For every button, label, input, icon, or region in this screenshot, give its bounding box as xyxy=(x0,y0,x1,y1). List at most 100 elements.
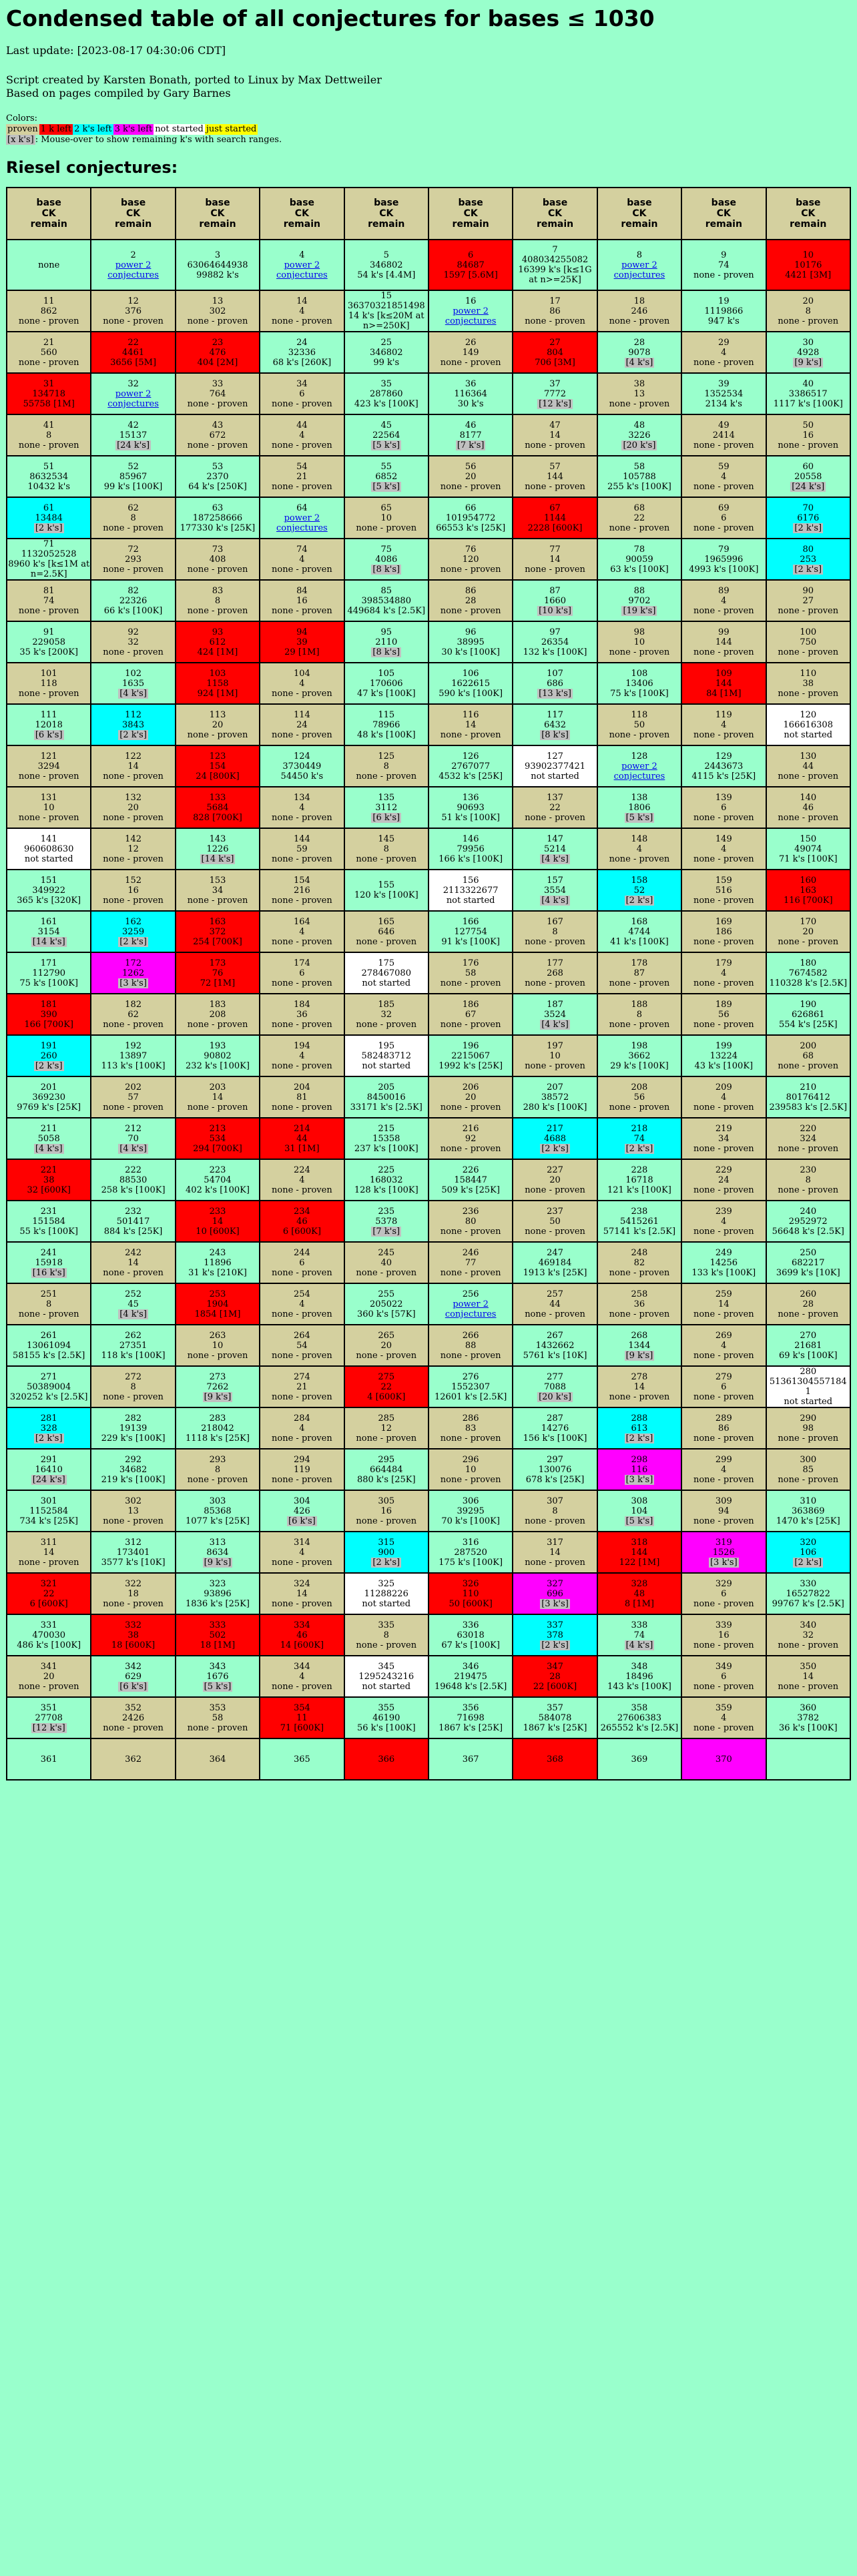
conjectures-link[interactable]: conjectures xyxy=(445,1309,497,1319)
base-cell[interactable]: 235 5378 [7 k's] xyxy=(343,1200,429,1243)
remaining-ks-tag[interactable]: [2 k's] xyxy=(118,936,148,947)
base-cell[interactable]: 75 4086 [8 k's] xyxy=(343,538,429,581)
conjectures-link[interactable]: conjectures xyxy=(613,771,665,781)
power2-link[interactable]: power 2 xyxy=(284,513,320,523)
base-cell[interactable]: 162 3259 [2 k's] xyxy=(90,910,176,953)
base-cell[interactable]: 42 15137 [24 k's] xyxy=(90,414,176,456)
base-cell[interactable]: 4 power 2 conjectures xyxy=(259,239,345,291)
remaining-ks-tag[interactable]: [10 k's] xyxy=(537,605,573,616)
base-cell[interactable]: 277 7088 [20 k's] xyxy=(512,1365,598,1408)
base-cell[interactable]: 112 3843 [2 k's] xyxy=(90,703,176,746)
base-cell[interactable]: 313 8634 [9 k's] xyxy=(174,1531,261,1574)
power2-link[interactable]: power 2 xyxy=(115,260,152,270)
base-cell[interactable]: 32 power 2 conjectures xyxy=(90,372,176,415)
conjectures-link[interactable]: conjectures xyxy=(276,523,328,533)
base-cell[interactable]: 291 16410 [24 k's] xyxy=(5,1448,92,1491)
remaining-ks-tag[interactable]: [6 k's] xyxy=(287,1516,317,1526)
remaining-ks-tag[interactable]: [2 k's] xyxy=(624,1433,655,1443)
remaining-ks-tag[interactable]: [9 k's] xyxy=(793,357,824,368)
base-cell[interactable]: 16 power 2 conjectures xyxy=(427,290,514,332)
power2-link[interactable]: power 2 xyxy=(453,306,489,316)
base-cell[interactable]: 319 1526 [3 k's] xyxy=(681,1531,767,1574)
conjectures-link[interactable]: conjectures xyxy=(107,270,159,280)
base-cell[interactable]: 327 696 [3 k's] xyxy=(512,1572,598,1615)
base-cell[interactable]: 138 1806 [5 k's] xyxy=(596,786,683,829)
remaining-ks-tag[interactable]: [5 k's] xyxy=(624,1516,655,1526)
power2-link[interactable]: power 2 xyxy=(621,761,657,771)
remaining-ks-tag[interactable]: [5 k's] xyxy=(202,1681,233,1692)
remaining-ks-tag[interactable]: [2 k's] xyxy=(371,1557,402,1568)
remaining-ks-tag[interactable]: [9 k's] xyxy=(202,1391,233,1402)
remaining-ks-tag[interactable]: [24 k's] xyxy=(115,440,152,450)
remaining-ks-tag[interactable]: [3 k's] xyxy=(118,978,148,988)
remaining-ks-tag[interactable]: [4 k's] xyxy=(33,1143,64,1154)
base-cell[interactable]: 128 power 2 conjectures xyxy=(596,745,683,787)
base-cell[interactable]: 64 power 2 conjectures xyxy=(259,497,345,539)
remaining-ks-tag[interactable]: [4 k's] xyxy=(540,895,570,906)
remaining-ks-tag[interactable]: [8 k's] xyxy=(540,729,570,740)
base-cell[interactable]: 273 7262 [9 k's] xyxy=(174,1365,261,1408)
base-cell[interactable]: 70 6176 [2 k's] xyxy=(765,497,852,539)
base-cell[interactable]: 217 4688 [2 k's] xyxy=(512,1117,598,1160)
remaining-ks-tag[interactable]: [2 k's] xyxy=(540,1640,570,1650)
base-cell[interactable]: 342 629 [6 k's] xyxy=(90,1655,176,1698)
base-cell[interactable]: 37 7772 [12 k's] xyxy=(512,372,598,415)
base-cell[interactable]: 281 328 [2 k's] xyxy=(5,1407,92,1450)
remaining-ks-tag[interactable]: [2 k's] xyxy=(624,895,655,906)
remaining-ks-tag[interactable]: [12 k's] xyxy=(31,1722,67,1733)
remaining-ks-tag[interactable]: [8 k's] xyxy=(371,564,402,575)
base-cell[interactable]: 308 104 [5 k's] xyxy=(596,1490,683,1532)
base-cell[interactable]: 46 8177 [7 k's] xyxy=(427,414,514,456)
base-cell[interactable]: 45 22564 [5 k's] xyxy=(343,414,429,456)
remaining-ks-tag[interactable]: [20 k's] xyxy=(537,1391,573,1402)
base-cell[interactable]: 88 9702 [19 k's] xyxy=(596,579,683,622)
remaining-ks-tag[interactable]: [13 k's] xyxy=(537,688,573,699)
base-cell[interactable]: 107 686 [13 k's] xyxy=(512,662,598,705)
remaining-ks-tag[interactable]: [14 k's] xyxy=(31,936,67,947)
base-cell[interactable]: 48 3226 [20 k's] xyxy=(596,414,683,456)
base-cell[interactable]: 8 power 2 conjectures xyxy=(596,239,683,291)
remaining-ks-tag[interactable]: [2 k's] xyxy=(793,523,824,533)
remaining-ks-tag[interactable]: [9 k's] xyxy=(624,1350,655,1361)
base-cell[interactable]: 343 1676 [5 k's] xyxy=(174,1655,261,1698)
remaining-ks-tag[interactable]: [5 k's] xyxy=(371,481,402,492)
base-cell[interactable]: 337 378 [2 k's] xyxy=(512,1614,598,1656)
power2-link[interactable]: power 2 xyxy=(284,260,320,270)
base-cell[interactable]: 28 9078 [4 k's] xyxy=(596,331,683,374)
base-cell[interactable]: 338 74 [4 k's] xyxy=(596,1614,683,1656)
remaining-ks-tag[interactable]: [5 k's] xyxy=(624,812,655,823)
remaining-ks-tag[interactable]: [7 k's] xyxy=(455,440,486,450)
conjectures-link[interactable]: conjectures xyxy=(613,270,665,280)
remaining-ks-tag[interactable]: [12 k's] xyxy=(537,398,573,409)
remaining-ks-tag[interactable]: [5 k's] xyxy=(371,440,402,450)
base-cell[interactable]: 95 2110 [8 k's] xyxy=(343,621,429,663)
remaining-ks-tag[interactable]: [3 k's] xyxy=(708,1557,739,1568)
base-cell[interactable]: 256 power 2 conjectures xyxy=(427,1283,514,1325)
remaining-ks-tag[interactable]: [6 k's] xyxy=(371,812,402,823)
remaining-ks-tag[interactable]: [7 k's] xyxy=(371,1226,402,1237)
base-cell[interactable]: 218 74 [2 k's] xyxy=(596,1117,683,1160)
base-cell[interactable]: 147 5214 [4 k's] xyxy=(512,828,598,870)
base-cell[interactable]: 304 426 [6 k's] xyxy=(259,1490,345,1532)
remaining-ks-tag[interactable]: [2 k's] xyxy=(624,1143,655,1154)
remaining-ks-tag[interactable]: [4 k's] xyxy=(624,1640,655,1650)
remaining-ks-tag[interactable]: [6 k's] xyxy=(33,729,64,740)
base-cell[interactable]: 320 106 [2 k's] xyxy=(765,1531,852,1574)
remaining-ks-tag[interactable]: [2 k's] xyxy=(118,729,148,740)
base-cell[interactable]: 191 260 [2 k's] xyxy=(5,1034,92,1077)
remaining-ks-tag[interactable]: [16 k's] xyxy=(31,1267,67,1278)
remaining-ks-tag[interactable]: [6 k's] xyxy=(118,1681,148,1692)
conjectures-link[interactable]: conjectures xyxy=(445,316,497,326)
base-cell[interactable]: 157 3554 [4 k's] xyxy=(512,869,598,912)
base-cell[interactable]: 111 12018 [6 k's] xyxy=(5,703,92,746)
remaining-ks-tag[interactable]: [2 k's] xyxy=(793,564,824,575)
power2-link[interactable]: power 2 xyxy=(115,388,152,399)
base-cell[interactable]: 161 3154 [14 k's] xyxy=(5,910,92,953)
remaining-ks-tag[interactable]: [2 k's] xyxy=(33,523,64,533)
base-cell[interactable]: 158 52 [2 k's] xyxy=(596,869,683,912)
base-cell[interactable]: 61 13484 [2 k's] xyxy=(5,497,92,539)
remaining-ks-tag[interactable]: [2 k's] xyxy=(540,1143,570,1154)
power2-link[interactable]: power 2 xyxy=(453,1299,489,1309)
base-cell[interactable]: 143 1226 [14 k's] xyxy=(174,828,261,870)
base-cell[interactable]: 252 45 [4 k's] xyxy=(90,1283,176,1325)
